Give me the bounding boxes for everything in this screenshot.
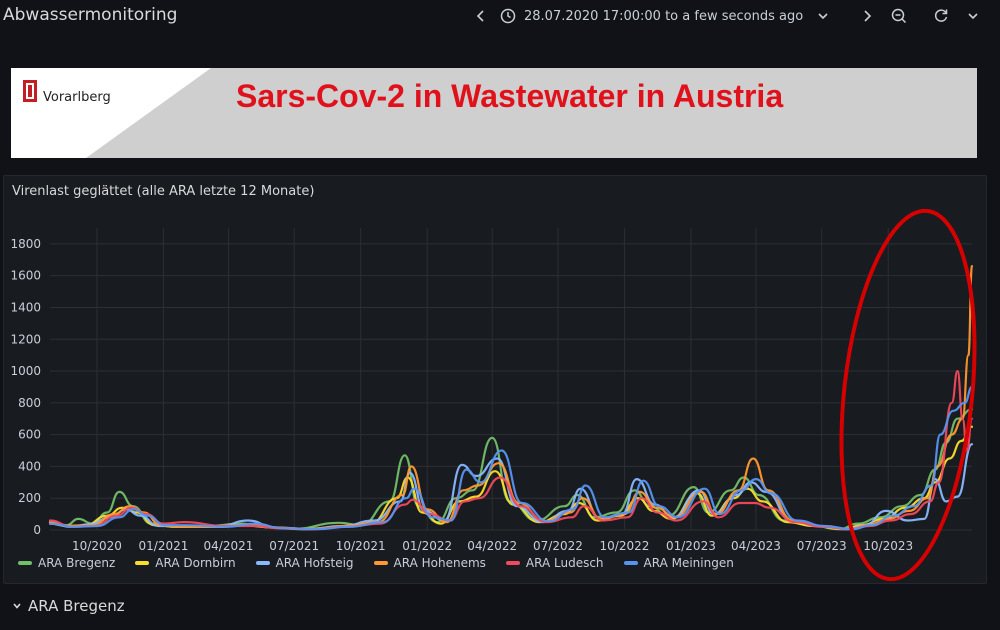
legend-label: ARA Ludesch [525, 556, 604, 570]
time-shift-back-button[interactable] [470, 4, 492, 28]
refresh-icon [934, 9, 948, 22]
legend-swatch [255, 561, 270, 565]
legend-item-ara-dornbirn[interactable]: ARA Dornbirn [135, 556, 236, 570]
legend-item-ara-hohenems[interactable]: ARA Hohenems [373, 556, 486, 570]
legend-label: ARA Bregenz [38, 556, 116, 570]
time-shift-forward-button[interactable] [856, 4, 878, 28]
legend-swatch [505, 561, 520, 565]
refresh-interval-dropdown[interactable] [962, 4, 984, 28]
legend-item-ara-bregenz[interactable]: ARA Bregenz [18, 556, 115, 570]
chevron-right-icon [864, 10, 872, 22]
chart-panel: Virenlast geglättet (alle ARA letzte 12 … [3, 175, 987, 584]
legend-label: ARA Hofsteig [275, 556, 354, 570]
logo-graphic: Vorarlberg [11, 68, 211, 158]
legend-label: ARA Dornbirn [155, 556, 236, 570]
legend-swatch [373, 561, 388, 565]
chevron-left-icon [476, 10, 484, 22]
legend-label: ARA Meiningen [643, 556, 734, 570]
dashboard-title[interactable]: Abwassermonitoring [3, 5, 178, 25]
legend-swatch [18, 561, 32, 565]
panel-title[interactable]: Virenlast geglättet (alle ARA letzte 12 … [12, 184, 315, 199]
banner-heading: Sars-Cov-2 in Wastewater in Austria [236, 78, 784, 114]
top-navigation-bar: Abwassermonitoring 28.07.2020 17:00:00 t… [0, 0, 1000, 34]
legend-label: ARA Hohenems [393, 556, 486, 570]
legend-item-ara-meiningen[interactable]: ARA Meiningen [623, 556, 734, 570]
logo-text: Vorarlberg [43, 90, 111, 105]
chevron-down-icon [13, 603, 21, 609]
zoom-out-icon [891, 8, 907, 24]
legend-swatch [135, 561, 150, 565]
chevron-down-icon [818, 13, 828, 20]
clock-icon [500, 8, 516, 24]
header-banner: Vorarlberg Sars-Cov-2 in Wastewater in A… [11, 68, 977, 158]
chart-legend: ARA Bregenz ARA Dornbirn ARA Hofsteig ARA H… [18, 556, 734, 570]
legend-item-ara-hofsteig[interactable]: ARA Hofsteig [255, 556, 354, 570]
chevron-down-icon [968, 13, 978, 20]
refresh-button[interactable] [928, 4, 954, 28]
time-range-picker[interactable]: 28.07.2020 17:00:00 to a few seconds ago [500, 4, 829, 28]
vorarlberg-logo: Vorarlberg [11, 68, 226, 158]
legend-swatch [623, 561, 638, 565]
legend-item-ara-ludesch[interactable]: ARA Ludesch [505, 556, 604, 570]
row-toggle-ara-bregenz[interactable]: ARA Bregenz [12, 597, 125, 615]
row-label: ARA Bregenz [28, 597, 125, 615]
zoom-out-button[interactable] [886, 4, 912, 28]
time-range-label: 28.07.2020 17:00:00 to a few seconds ago [524, 8, 804, 24]
